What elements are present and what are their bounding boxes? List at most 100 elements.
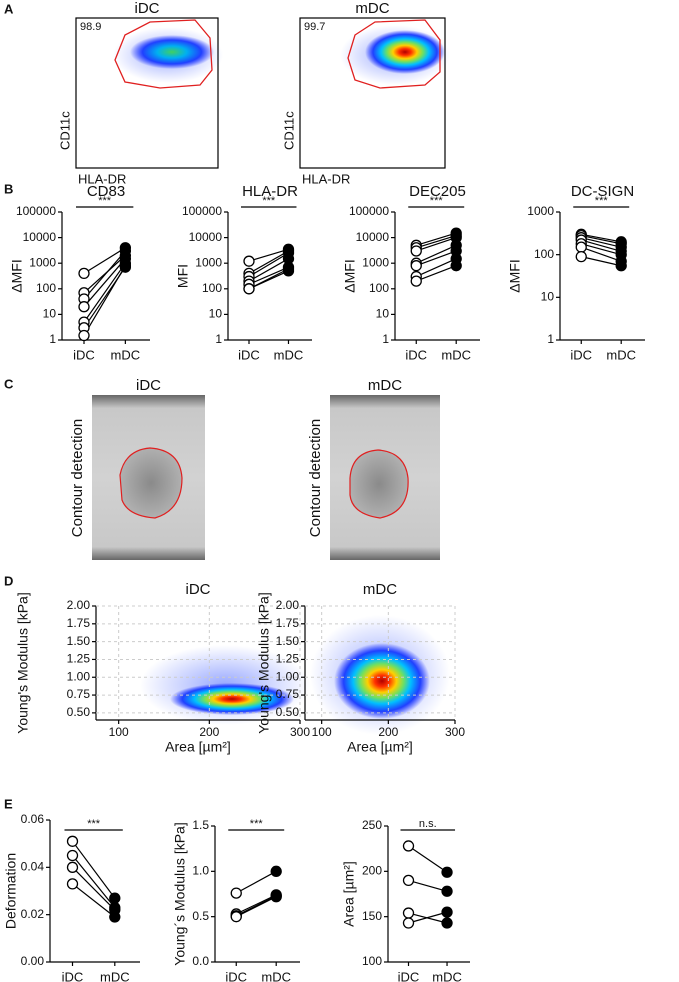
panel-letter: B	[4, 181, 13, 196]
x-tick-label: 100	[109, 725, 129, 739]
y-tick-label: 1.50	[67, 634, 91, 648]
y-axis-label: ΔMFI	[342, 259, 358, 292]
y-tick-label: 1.00	[276, 669, 300, 683]
y-tick-label: 1	[215, 332, 222, 346]
density-art	[140, 615, 450, 735]
pair-line	[581, 239, 622, 252]
point	[66, 849, 79, 862]
y-tick-label: 200	[362, 864, 382, 878]
point	[575, 250, 587, 263]
pair-line	[248, 266, 289, 285]
y-tick-label: 100000	[182, 204, 222, 218]
x-axis-label: HLA-DR	[302, 171, 350, 186]
panel-letter: D	[4, 573, 13, 588]
y-tick-label: 100000	[16, 204, 56, 218]
pair-line	[72, 883, 116, 918]
y-tick-label: 1.75	[276, 616, 300, 630]
pair-line	[581, 243, 622, 256]
y-tick-label: 10	[541, 290, 555, 304]
pair-line	[72, 840, 116, 899]
pair-line	[72, 855, 116, 908]
point	[243, 255, 255, 267]
pair-line	[416, 258, 457, 278]
pair-line	[235, 896, 277, 918]
point	[402, 917, 415, 929]
y-axis-label: ΔMFI	[507, 259, 523, 292]
point	[615, 260, 627, 272]
point	[78, 329, 90, 342]
y-tick-label: 0.0	[192, 954, 209, 968]
pair-line	[235, 895, 277, 917]
point	[441, 906, 453, 918]
point	[66, 861, 79, 873]
plot-title: iDC	[135, 0, 160, 17]
y-tick-label: 1.00	[67, 669, 91, 683]
y-axis-label: Young´s Modulus [kPa]	[172, 822, 188, 965]
pair-line	[581, 235, 622, 245]
y-tick-label: 0.04	[21, 860, 45, 874]
x-axis-label: Area [µm²]	[347, 739, 413, 755]
cell-image-art	[92, 395, 440, 560]
pair-line	[248, 258, 289, 282]
pair-line	[581, 233, 622, 243]
x-tick-label: 300	[290, 725, 310, 739]
y-tick-label: 1.5	[192, 818, 209, 832]
y-tick-label: 1	[547, 332, 554, 346]
point	[78, 267, 90, 280]
y-tick-label: 1	[49, 332, 56, 346]
x-axis-label: HLA-DR	[78, 171, 126, 186]
y-axis-label: ΔMFI	[9, 259, 25, 292]
y-tick-label: 10	[43, 307, 57, 321]
point	[441, 866, 453, 878]
x-tick-label: iDC	[225, 969, 247, 982]
y-axis-label: Young's Modulus [kPa]	[256, 592, 272, 733]
point	[575, 241, 587, 253]
x-tick-label: 100	[312, 725, 332, 739]
image-title: mDC	[368, 377, 402, 394]
y-tick-label: 100	[202, 281, 222, 295]
y-tick-label: 100	[362, 954, 382, 968]
y-tick-label: 10	[209, 307, 223, 321]
significance-label: n.s.	[419, 818, 437, 830]
x-tick-label: iDC	[405, 347, 427, 362]
x-tick-label: 200	[199, 725, 219, 739]
point	[402, 874, 415, 887]
y-tick-label: 0.75	[67, 687, 91, 701]
point	[109, 911, 121, 923]
y-tick-label: 0.75	[276, 687, 300, 701]
pair-line	[581, 246, 622, 262]
y-axis-label: Young's Modulus [kPa]	[15, 592, 31, 733]
y-tick-label: 1000	[29, 255, 56, 269]
y-tick-label: 250	[362, 818, 382, 832]
y-tick-label: 1000	[195, 255, 222, 269]
plot-title: DEC205	[409, 183, 466, 200]
panel-letter: A	[4, 1, 14, 16]
point	[402, 840, 415, 852]
significance-label: ***	[87, 818, 101, 830]
x-tick-label: iDC	[62, 969, 84, 982]
point	[402, 907, 415, 919]
significance-label: ***	[262, 195, 276, 207]
y-tick-label: 1.25	[67, 652, 91, 666]
image-title: iDC	[136, 377, 161, 394]
x-tick-label: 300	[445, 725, 465, 739]
y-axis-label: Area [µm²]	[341, 861, 357, 927]
point	[119, 260, 132, 272]
pair-line	[408, 845, 448, 873]
pair-line	[83, 250, 126, 300]
x-axis-label: Area [µm²]	[165, 739, 231, 755]
y-tick-label: 0.50	[67, 705, 91, 719]
x-tick-label: iDC	[398, 969, 420, 982]
pair-line	[83, 262, 126, 323]
gate-percent: 98.9	[80, 21, 101, 33]
gate-percent: 99.7	[304, 21, 325, 33]
pair-line	[581, 237, 622, 248]
y-axis-label: Deformation	[3, 853, 19, 929]
y-tick-label: 1.75	[67, 616, 91, 630]
pair-line	[416, 237, 457, 252]
pair-line	[416, 244, 457, 264]
y-tick-label: 100000	[349, 204, 389, 218]
point	[410, 245, 422, 257]
y-tick-label: 10000	[23, 230, 57, 244]
pair-line	[83, 265, 126, 336]
